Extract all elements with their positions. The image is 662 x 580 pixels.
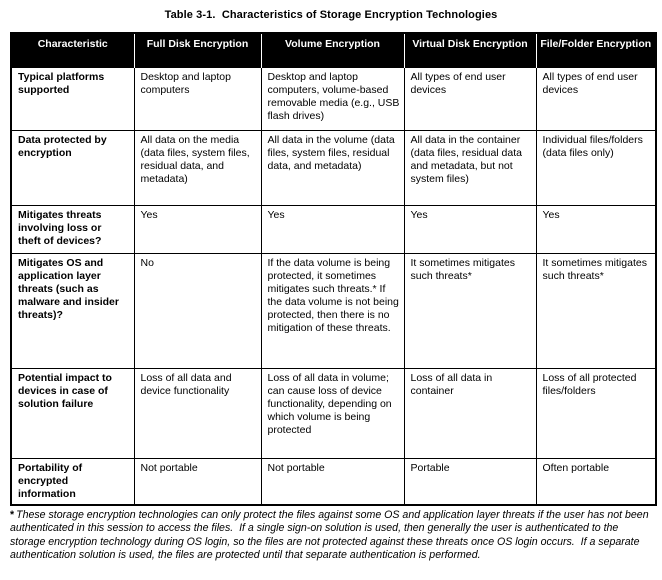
column-header-full-disk-encryption: Full Disk Encryption xyxy=(133,33,262,67)
column-header-file-folder-encryption: File/Folder Encryption xyxy=(535,33,657,67)
table-cell: Yes xyxy=(133,204,262,254)
table-cell: Loss of all data in volume; can cause lo… xyxy=(260,367,405,459)
table-cell: All data in the container (data files, r… xyxy=(403,129,537,206)
table-cell: All types of end user devices xyxy=(403,66,537,131)
table-cell: No xyxy=(133,252,262,369)
table-row: Mitigates OS and application layer threa… xyxy=(10,252,657,369)
table-cell: Yes xyxy=(403,204,537,254)
column-header-virtual-disk-encryption: Virtual Disk Encryption xyxy=(403,33,537,67)
table-container: Characteristic Full Disk Encryption Volu… xyxy=(10,32,657,506)
table-row: Data protected by encryption All data on… xyxy=(10,129,657,206)
row-header-potential-impact: Potential impact to devices in case of s… xyxy=(10,367,135,459)
table-title: Table 3-1. Characteristics of Storage En… xyxy=(164,9,498,21)
storage-encryption-characteristics-table: Characteristic Full Disk Encryption Volu… xyxy=(10,32,657,506)
table-cell: Portable xyxy=(403,457,537,505)
table-cell: It sometimes mitigates such threats* xyxy=(535,252,657,369)
table-cell: Yes xyxy=(535,204,657,254)
column-header-volume-encryption: Volume Encryption xyxy=(260,33,405,67)
table-cell: All types of end user devices xyxy=(535,66,657,131)
table-cell: Desktop and laptop computers, volume-bas… xyxy=(260,66,405,131)
footnote-text: These storage encryption technologies ca… xyxy=(10,508,652,562)
table-cell: All data in the volume (data files, syst… xyxy=(260,129,405,206)
table-cell: Often portable xyxy=(535,457,657,505)
row-header-mitigates-os-threats: Mitigates OS and application layer threa… xyxy=(10,252,135,369)
table-cell: Not portable xyxy=(260,457,405,505)
table-cell: Loss of all data and device functionalit… xyxy=(133,367,262,459)
table-cell: It sometimes mitigates such threats* xyxy=(403,252,537,369)
table-cell: Desktop and laptop computers xyxy=(133,66,262,131)
table-row: Portability of encrypted information Not… xyxy=(10,457,657,505)
row-header-mitigates-loss-theft: Mitigates threats involving loss or thef… xyxy=(10,204,135,254)
table-cell: Yes xyxy=(260,204,405,254)
table-row: Mitigates threats involving loss or thef… xyxy=(10,204,657,254)
row-header-data-protected: Data protected by encryption xyxy=(10,129,135,206)
column-header-characteristic: Characteristic xyxy=(10,33,135,67)
row-header-typical-platforms: Typical platforms supported xyxy=(10,66,135,131)
table-cell: Not portable xyxy=(133,457,262,505)
footnote-asterisk: * xyxy=(10,508,15,521)
row-header-portability: Portability of encrypted information xyxy=(10,457,135,505)
header-row: Characteristic Full Disk Encryption Volu… xyxy=(10,33,657,67)
table-cell: If the data volume is being protected, i… xyxy=(260,252,405,369)
table-row: Potential impact to devices in case of s… xyxy=(10,367,657,459)
table-row: Typical platforms supported Desktop and … xyxy=(10,66,657,131)
table-cell: Individual files/folders (data files onl… xyxy=(535,129,657,206)
table-cell: Loss of all protected files/folders xyxy=(535,367,657,459)
table-cell: All data on the media (data files, syste… xyxy=(133,129,262,206)
table-cell: Loss of all data in container xyxy=(403,367,537,459)
table-footnote: * These storage encryption technologies c… xyxy=(10,509,652,563)
